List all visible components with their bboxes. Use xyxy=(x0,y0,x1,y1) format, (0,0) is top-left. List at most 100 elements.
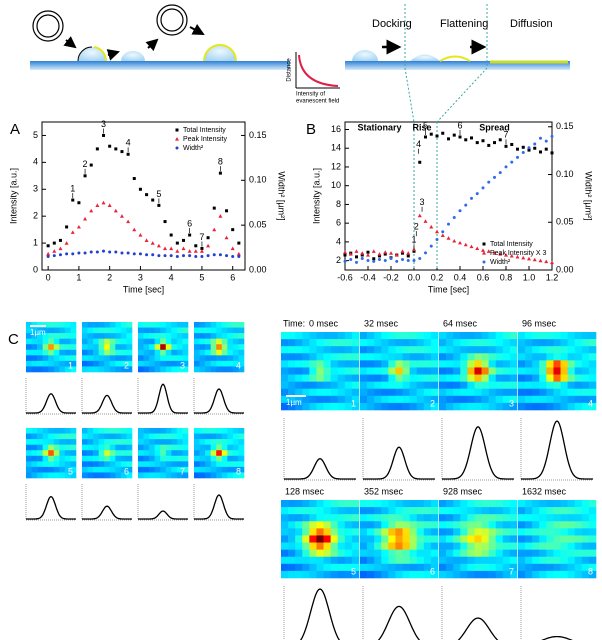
pixel xyxy=(474,360,482,368)
pixel xyxy=(495,535,504,543)
pixel xyxy=(581,542,590,550)
pixel xyxy=(439,521,447,529)
pixel xyxy=(149,355,155,362)
pixel xyxy=(474,542,482,550)
pixel xyxy=(439,339,447,347)
pixel xyxy=(495,542,504,550)
pixel xyxy=(409,353,418,361)
pixel xyxy=(509,402,518,411)
pixel xyxy=(553,528,561,536)
pixel xyxy=(488,388,497,397)
point xyxy=(64,241,69,245)
pixel xyxy=(395,514,403,522)
pixel xyxy=(474,570,482,579)
point xyxy=(516,155,519,159)
pixel xyxy=(323,402,331,411)
pixel xyxy=(82,428,88,434)
pixel xyxy=(553,500,561,508)
pixel xyxy=(120,455,127,462)
pixel xyxy=(93,327,99,334)
schematic-left xyxy=(30,4,290,70)
pixel xyxy=(160,466,167,473)
pixel xyxy=(546,367,554,375)
pixel xyxy=(581,563,590,572)
pixel xyxy=(182,428,189,434)
pixel xyxy=(232,455,239,462)
pixel xyxy=(539,360,547,368)
pixel xyxy=(439,367,447,375)
point xyxy=(52,254,56,258)
fluorescence-image xyxy=(360,332,439,411)
x-tick-label: 1.2 xyxy=(546,272,559,282)
pixel xyxy=(367,500,375,508)
pixel xyxy=(481,346,489,354)
pixel xyxy=(53,333,60,339)
frame-number: 7 xyxy=(180,466,185,476)
pixel xyxy=(495,570,504,579)
pixel xyxy=(182,439,189,445)
pixel xyxy=(388,521,396,529)
pixel xyxy=(402,521,410,529)
pixel xyxy=(160,428,167,434)
pixel xyxy=(453,514,461,522)
pixel xyxy=(460,521,468,529)
pixel xyxy=(439,360,447,368)
pixel xyxy=(560,507,568,515)
annotation: 3 xyxy=(420,197,425,207)
pixel xyxy=(481,563,489,572)
pixel xyxy=(430,535,439,543)
pixel xyxy=(281,402,289,411)
point xyxy=(231,228,235,232)
point xyxy=(452,215,456,219)
annotation: 6 xyxy=(457,120,462,130)
pixel xyxy=(423,521,432,529)
pixel xyxy=(221,450,228,457)
pixel xyxy=(176,327,183,334)
legend-label: Width² xyxy=(490,259,511,266)
pixel xyxy=(351,514,360,522)
pixel xyxy=(160,327,167,334)
pixel xyxy=(509,563,518,572)
pixel xyxy=(288,535,296,543)
pixel xyxy=(388,570,396,579)
pixel xyxy=(199,322,206,328)
pixel xyxy=(205,322,211,328)
pixel xyxy=(109,360,116,367)
point xyxy=(46,244,50,248)
pixel xyxy=(467,374,475,382)
pixel xyxy=(553,521,561,529)
pixel xyxy=(149,444,155,451)
legend-marker xyxy=(482,251,486,255)
pixel xyxy=(205,444,211,451)
pixel xyxy=(560,521,568,529)
pixel xyxy=(446,507,454,515)
pixel xyxy=(26,327,32,334)
pixel xyxy=(553,556,561,565)
pixel xyxy=(525,402,533,411)
pixel xyxy=(351,402,360,411)
x-tick-label: -0.4 xyxy=(360,272,376,282)
pixel xyxy=(160,360,167,367)
pixel xyxy=(98,366,105,373)
pixel xyxy=(495,514,504,522)
pixel xyxy=(323,563,331,572)
pixel xyxy=(344,570,353,579)
pixel xyxy=(82,366,88,373)
pixel xyxy=(553,388,561,397)
pixel xyxy=(120,360,127,367)
pixel xyxy=(388,549,396,558)
pixel xyxy=(70,327,77,334)
pixel xyxy=(138,327,144,334)
pixel xyxy=(216,472,223,479)
pixel xyxy=(120,439,127,445)
pixel xyxy=(467,402,475,411)
legend-label: Total Intensity xyxy=(490,241,533,248)
schematic-link xyxy=(404,67,415,123)
pixel xyxy=(199,450,206,457)
pixel xyxy=(64,450,71,457)
pixel xyxy=(395,332,403,340)
point xyxy=(225,254,229,258)
pixel xyxy=(210,450,217,457)
pixel xyxy=(518,542,526,550)
pixel xyxy=(104,349,111,356)
